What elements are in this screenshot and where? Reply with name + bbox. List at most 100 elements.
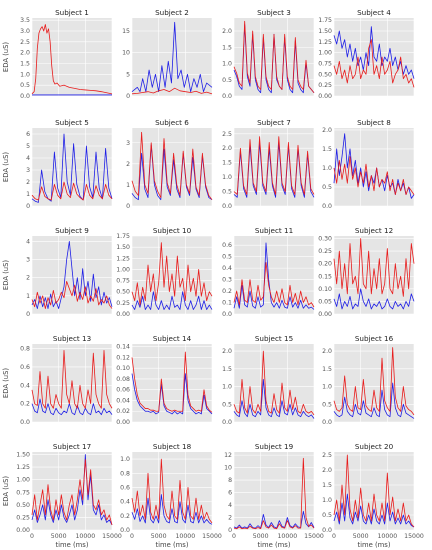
y-tick-label: 5 [126,71,130,78]
x-axis-label: time (ms) [258,541,291,549]
y-tick-label: 3 [26,257,30,264]
panel-title: Subject 2 [155,8,189,17]
panel-subject-19: 0 2 4 6 8 10 12 0 5000 10000 15000 Subject 19 time (… [224,442,324,549]
eda-line-series-1 [233,379,315,419]
eda-line-series-1 [131,494,213,525]
y-tick-label: 1.50 [116,244,130,251]
y-tick-label: 0.5 [222,254,232,261]
y-tick-label: 0.04 [116,397,130,404]
eda-line-series-2 [131,351,213,413]
x-axis-label: time (ms) [358,541,391,549]
y-tick-label: 4 [26,155,30,162]
plot-area [32,452,112,530]
y-tick-label: 2 [26,179,30,186]
x-tick-label: 5000 [51,533,67,540]
y-tick-label: 2.5 [322,452,332,459]
gridlines [233,18,315,97]
y-tick-label: 0.5 [222,77,232,84]
panel-subject-7: 0.0 0.5 1.0 1.5 2.0 2.5 Subject 7 [222,118,315,210]
eda-line-series-1 [333,382,415,419]
eda-line-series-1 [31,398,113,416]
eda-line-series-2 [233,457,315,530]
y-tick-label: 0.4 [120,499,130,506]
y-tick-label: 0.30 [318,236,332,243]
gridlines [31,236,113,315]
y-tick-label: 2.5 [222,131,232,138]
x-tick-label: 15000 [202,533,222,540]
y-axis-label: EDA (uS) [2,42,10,72]
y-tick-label: 0.25 [318,248,332,255]
y-tick-label: 0.06 [116,387,130,394]
y-axis-label: EDA (uS) [2,152,10,182]
panel-subject-14: 0.00 0.02 0.04 0.06 0.08 0.10 0.12 0.14 Subject … [116,334,213,426]
gridlines [131,128,213,207]
y-tick-label: 0.0 [322,203,332,210]
eda-line-series-2 [333,39,415,88]
y-tick-label: 0.00 [318,311,332,318]
y-tick-label: 0.5 [322,512,332,519]
panel-subject-2: 0 5 10 15 Subject 2 [122,8,213,100]
y-tick-label: 1.0 [322,384,332,391]
x-tick-label: 15000 [304,533,324,540]
y-tick-label: 0.0 [120,527,130,534]
eda-line-series-1 [333,493,415,528]
panel-subject-10: 0.00 0.25 0.50 0.75 1.00 1.25 1.50 1.75 Subject … [116,226,213,318]
y-tick-label: 1.5 [222,160,232,167]
x-tick-label: 5000 [353,533,369,540]
panel-title: Subject 17 [53,442,91,451]
plot-area [334,236,414,314]
y-tick-label: 1.5 [322,146,332,153]
y-tick-label: 0.00 [116,311,130,318]
y-tick-label: 6 [26,131,30,138]
y-tick-label: 2.0 [222,145,232,152]
y-tick-label: 0.00 [116,419,130,426]
panel-subject-1: 0.0 0.5 1.0 1.5 2.0 2.5 3.0 3.5 Subject 1 EDA (uS… [2,8,113,100]
eda-line-series-1 [131,373,213,415]
y-tick-label: 0.50 [16,502,30,509]
y-tick-label: 1.00 [116,266,130,273]
y-tick-label: 0.25 [116,300,130,307]
eda-line-series-2 [233,350,315,416]
y-tick-label: 5 [26,143,30,150]
eda-line-series-2 [333,347,415,416]
panel-title: Subject 5 [55,118,89,127]
y-tick-label: 1.0 [222,174,232,181]
panel-title: Subject 11 [255,226,293,235]
y-axis-label: EDA (uS) [2,260,10,290]
y-tick-label: 3 [126,140,130,147]
eda-line-series-2 [233,136,315,195]
panel-title: Subject 4 [357,8,391,17]
y-tick-label: 0 [26,203,30,210]
y-tick-label: 4 [26,238,30,245]
x-tick-label: 10000 [75,533,95,540]
y-tick-label: 1.25 [318,39,332,46]
y-tick-label: 1.00 [16,477,30,484]
y-tick-label: 12 [224,452,232,459]
gridlines [233,128,315,207]
y-tick-label: 0.15 [318,273,332,280]
y-tick-label: 2 [26,275,30,282]
y-tick-label: 1.25 [116,255,130,262]
panel-subject-20: 0.0 0.5 1.0 1.5 2.0 2.5 0 5000 10000 15000 Subject… [322,442,424,549]
y-tick-label: 0.8 [20,346,30,353]
eda-line-series-2 [31,24,113,95]
eda-line-series-2 [31,280,113,309]
y-tick-label: 0.00 [318,93,332,100]
y-tick-label: 0.10 [116,365,130,372]
y-tick-label: 0.5 [222,189,232,196]
eda-line-series-2 [131,242,213,306]
panel-subject-8: 0.0 0.5 1.0 1.5 2.0 Subject 8 [322,118,415,210]
eda-line-series-2 [333,454,415,528]
y-tick-label: 1.50 [16,452,30,459]
y-tick-label: 0.0 [222,93,232,100]
y-tick-label: 0.50 [318,71,332,78]
y-tick-label: 1.5 [20,61,30,68]
plot-area [234,452,314,530]
panel-title: Subject 18 [153,442,192,451]
y-tick-label: 0.5 [222,401,232,408]
panel-title: Subject 19 [255,442,294,451]
panel-subject-15: 0.0 0.5 1.0 1.5 2.0 Subject 15 [222,334,315,426]
x-tick-label: 0 [130,533,134,540]
panel-subject-5: 0 1 2 3 4 5 6 Subject 5 EDA (uS) [2,118,113,210]
